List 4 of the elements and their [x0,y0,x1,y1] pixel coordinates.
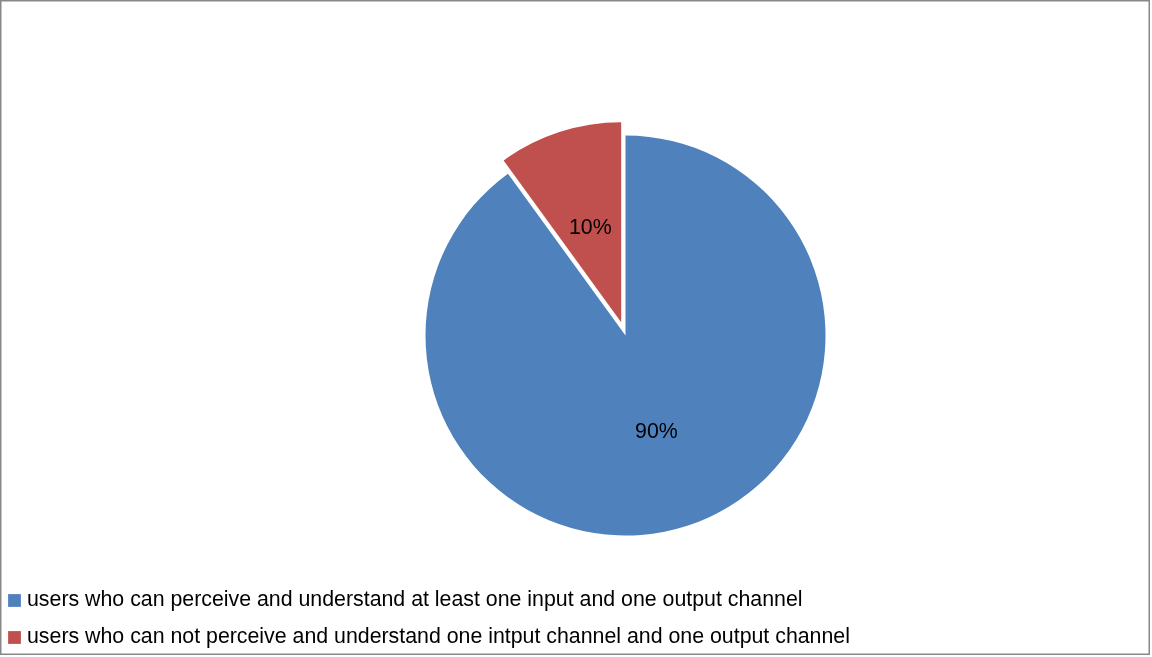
data-label: 90% [635,418,678,443]
legend-label: users who can not perceive and understand one intput channel and one output channel [27,624,850,649]
legend-label: users who can perceive and understand at least one input and one output channel [27,587,803,612]
data-label: 10% [568,215,612,240]
